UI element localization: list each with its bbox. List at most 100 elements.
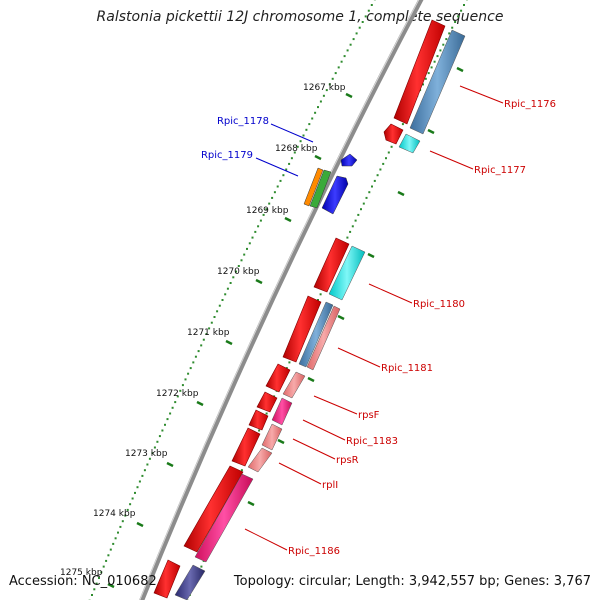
track-dot bbox=[112, 542, 115, 545]
track-dot bbox=[401, 123, 404, 126]
gene-Rpic_1177[interactable] bbox=[398, 133, 421, 154]
track-dot bbox=[385, 157, 387, 160]
leader-rplI bbox=[278, 462, 322, 485]
cds-track bbox=[153, 19, 446, 599]
gene-Rpic_1183[interactable] bbox=[271, 397, 293, 426]
ruler-tick-1268: 1268 kbp bbox=[275, 144, 322, 161]
cds-arrow-rpsF[interactable] bbox=[265, 363, 291, 393]
label-Rpic_1177[interactable]: Rpic_1177 bbox=[474, 165, 526, 176]
gene-Rpic_1181-b[interactable] bbox=[306, 305, 341, 371]
track-dot bbox=[102, 565, 105, 568]
track-dot bbox=[174, 401, 177, 404]
ruler-label-1275: 1275 kbp bbox=[60, 568, 103, 578]
label-Rpic_1186[interactable]: Rpic_1186 bbox=[288, 546, 340, 557]
cds-arrow-rplI[interactable] bbox=[231, 427, 261, 467]
track-dot bbox=[365, 196, 368, 199]
track-dot bbox=[158, 435, 161, 438]
label-Rpic_1178[interactable]: Rpic_1178 bbox=[217, 116, 269, 127]
track-dot bbox=[169, 412, 172, 415]
label-Rpic_1179[interactable]: Rpic_1179 bbox=[201, 150, 253, 161]
gene-track bbox=[174, 29, 466, 600]
track-dot bbox=[293, 151, 296, 154]
track-dot bbox=[210, 321, 213, 324]
track-dot bbox=[136, 486, 139, 489]
track-dot bbox=[349, 43, 352, 46]
track-dot bbox=[114, 537, 117, 540]
track-dot bbox=[390, 145, 393, 148]
track-dot bbox=[213, 316, 216, 318]
label-rplI[interactable]: rplI bbox=[322, 480, 338, 491]
gene-rpsF[interactable] bbox=[282, 371, 306, 399]
gene-Rpic_1179-orange[interactable] bbox=[303, 167, 324, 207]
track-dot bbox=[192, 361, 195, 364]
cds-arrow-1177[interactable] bbox=[383, 123, 404, 145]
track-dot bbox=[179, 389, 182, 392]
cds-arrow-1186[interactable] bbox=[183, 465, 244, 553]
track-dot bbox=[129, 503, 132, 506]
track-dot bbox=[246, 247, 248, 250]
track-dot bbox=[218, 304, 221, 307]
track-dot bbox=[187, 372, 190, 375]
cds-arrow-1183[interactable] bbox=[256, 391, 278, 413]
track-dot bbox=[328, 83, 331, 86]
track-dot bbox=[448, 32, 451, 35]
gene-rpsR[interactable] bbox=[261, 423, 283, 451]
gene-Rpic_1176[interactable] bbox=[409, 29, 466, 135]
track-dot bbox=[349, 230, 352, 233]
track-dot bbox=[364, 15, 367, 18]
gene-Rpic_1186[interactable] bbox=[194, 473, 254, 563]
track-dot bbox=[153, 446, 156, 449]
ruler-dotted-track bbox=[88, 0, 376, 600]
track-dot bbox=[248, 242, 251, 245]
ruler-tick-1272: 1272 kbp bbox=[156, 389, 204, 407]
track-dot bbox=[343, 55, 346, 58]
label-Rpic_1176[interactable]: Rpic_1176 bbox=[504, 99, 556, 110]
gene-next[interactable] bbox=[174, 564, 206, 600]
leader-Rpic_1179 bbox=[255, 157, 299, 177]
gene-Rpic_1179-blue[interactable] bbox=[321, 175, 349, 215]
track-dot bbox=[126, 508, 129, 511]
track-dot bbox=[240, 259, 243, 262]
leader-rpsR bbox=[292, 438, 336, 460]
ruler-label-1268: 1268 kbp bbox=[275, 144, 318, 154]
track-dot bbox=[430, 66, 433, 69]
track-dot bbox=[282, 174, 285, 177]
gene-Rpic_1178[interactable] bbox=[340, 153, 358, 167]
track-dot bbox=[358, 26, 361, 29]
track-dot bbox=[117, 531, 119, 534]
label-rpsF[interactable]: rpsF bbox=[358, 410, 380, 421]
gene-rplI[interactable] bbox=[247, 447, 273, 473]
cds-arrow-rpsR[interactable] bbox=[248, 409, 269, 431]
track-dot bbox=[290, 157, 293, 160]
cds-arrow-1181[interactable] bbox=[282, 295, 322, 363]
label-Rpic_1183[interactable]: Rpic_1183 bbox=[346, 436, 398, 447]
track-dot bbox=[360, 208, 362, 211]
track-dot bbox=[460, 9, 463, 12]
track-dot bbox=[107, 554, 110, 557]
track-dot bbox=[176, 395, 179, 398]
ruler-tick-1273: 1273 kbp bbox=[125, 449, 174, 468]
track-dot bbox=[367, 9, 370, 12]
cds-arrow-next[interactable] bbox=[153, 559, 181, 599]
track-dot bbox=[387, 151, 390, 154]
track-dot bbox=[98, 577, 100, 579]
track-dot bbox=[251, 236, 254, 239]
track-dot bbox=[319, 100, 322, 103]
gene-Rpic_1179-green[interactable] bbox=[309, 169, 332, 209]
track-dot bbox=[205, 333, 208, 335]
gene-Rpic_1181[interactable] bbox=[298, 301, 334, 368]
cds-arrow-1180[interactable] bbox=[313, 237, 350, 293]
label-rpsR[interactable]: rpsR bbox=[336, 455, 359, 466]
cds-arrow-1176[interactable] bbox=[393, 19, 446, 125]
track-dot bbox=[240, 469, 243, 472]
track-dot bbox=[337, 66, 340, 69]
ruler-tick-1269: 1269 kbp bbox=[246, 206, 292, 223]
gene-Rpic_1180[interactable] bbox=[328, 245, 366, 301]
track-dot bbox=[362, 202, 365, 205]
ruler-label-1272: 1272 kbp bbox=[156, 389, 199, 399]
track-dot bbox=[285, 168, 288, 171]
label-Rpic_1181[interactable]: Rpic_1181 bbox=[381, 363, 433, 374]
label-Rpic_1180[interactable]: Rpic_1180 bbox=[413, 299, 465, 310]
accession-label: Accession: NC_010682 bbox=[9, 574, 157, 589]
